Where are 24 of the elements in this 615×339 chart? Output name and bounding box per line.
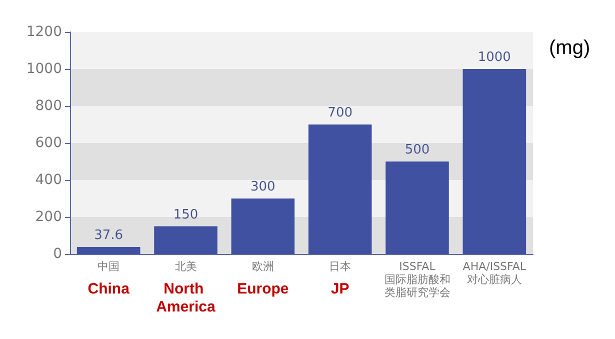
y-axis-title: (mg) [549,36,590,59]
data-label: 700 [328,106,352,120]
text: Europe [237,280,289,298]
data-label: 37.6 [94,228,124,244]
y-tick-label: 0 [53,246,62,262]
data-label: 1000 [478,50,511,65]
x-tick-label: AHA/ISSFAL 对心脏病人 [462,260,527,286]
x-tick-label: 北美 [174,260,197,273]
x-tick-label: ISSFAL 国际脂肪酸和类脂研究学会 [384,260,450,299]
text: JP [330,280,350,298]
x-tick-label: 日本 [329,260,352,273]
y-tick-label: 1200 [26,24,62,40]
data-label: 500 [404,142,430,158]
y-tick-label: 200 [35,209,62,225]
text: North America [156,280,216,316]
y-tick-label: 400 [35,172,62,188]
x-tick-label: 中国 [98,260,120,273]
data-label: 300 [250,180,276,194]
data-label: 150 [173,207,198,222]
y-tick-label: 1000 [26,61,62,77]
x-tick-label: 欧洲 [252,260,274,273]
y-tick-label: 600 [35,135,62,151]
text: China [88,280,130,298]
y-tick-label: 800 [35,98,62,114]
